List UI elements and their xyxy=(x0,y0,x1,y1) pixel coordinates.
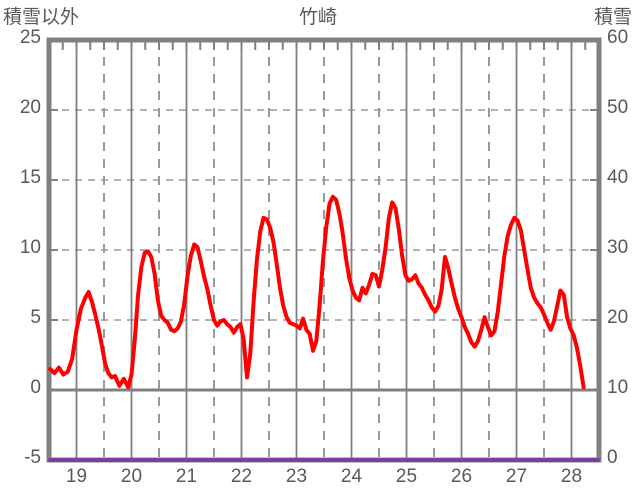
y-axis-right-tick-label: 40 xyxy=(607,167,629,188)
y-axis-right-tick-label: 0 xyxy=(607,447,618,468)
gridlines xyxy=(49,40,599,460)
y-axis-left-tick-label: 5 xyxy=(30,307,41,328)
y-axis-right-tick-label: 50 xyxy=(607,97,629,118)
data-series xyxy=(48,194,600,462)
y-axis-left-tick-label: 20 xyxy=(19,97,41,118)
y-axis-left-tick-label: 10 xyxy=(19,237,41,258)
y-axis-right-tick-label: 60 xyxy=(607,27,629,48)
x-axis-tick-label: 19 xyxy=(65,466,88,487)
y-axis-left-tick-label: -5 xyxy=(24,447,41,468)
tick-marks xyxy=(49,39,599,461)
y-axis-left-tick-label: 15 xyxy=(19,167,41,188)
y-axis-left-tick-label: 25 xyxy=(19,27,41,48)
right-axis-title: 積雪 xyxy=(593,7,632,28)
chart-title: 竹崎 xyxy=(298,7,337,28)
y-axis-right-tick-label: 30 xyxy=(607,237,629,258)
x-axis-tick-label: 24 xyxy=(340,466,363,487)
x-axis-tick-label: 27 xyxy=(505,466,528,487)
x-axis-tick-label: 26 xyxy=(450,466,473,487)
x-axis-tick-label: 28 xyxy=(560,466,583,487)
x-axis-tick-label: 25 xyxy=(395,466,418,487)
x-axis-tick-label: 23 xyxy=(285,466,308,487)
x-axis-tick-label: 21 xyxy=(175,466,198,487)
y-axis-right-tick-label: 20 xyxy=(607,307,629,328)
x-axis-tick-label: 20 xyxy=(120,466,143,487)
left-axis-title: 積雪以外 xyxy=(3,7,80,28)
y-axis-right-tick-label: 10 xyxy=(607,377,629,398)
y-axis-left-tick-label: 0 xyxy=(30,377,41,398)
x-axis-tick-label: 22 xyxy=(230,466,253,487)
